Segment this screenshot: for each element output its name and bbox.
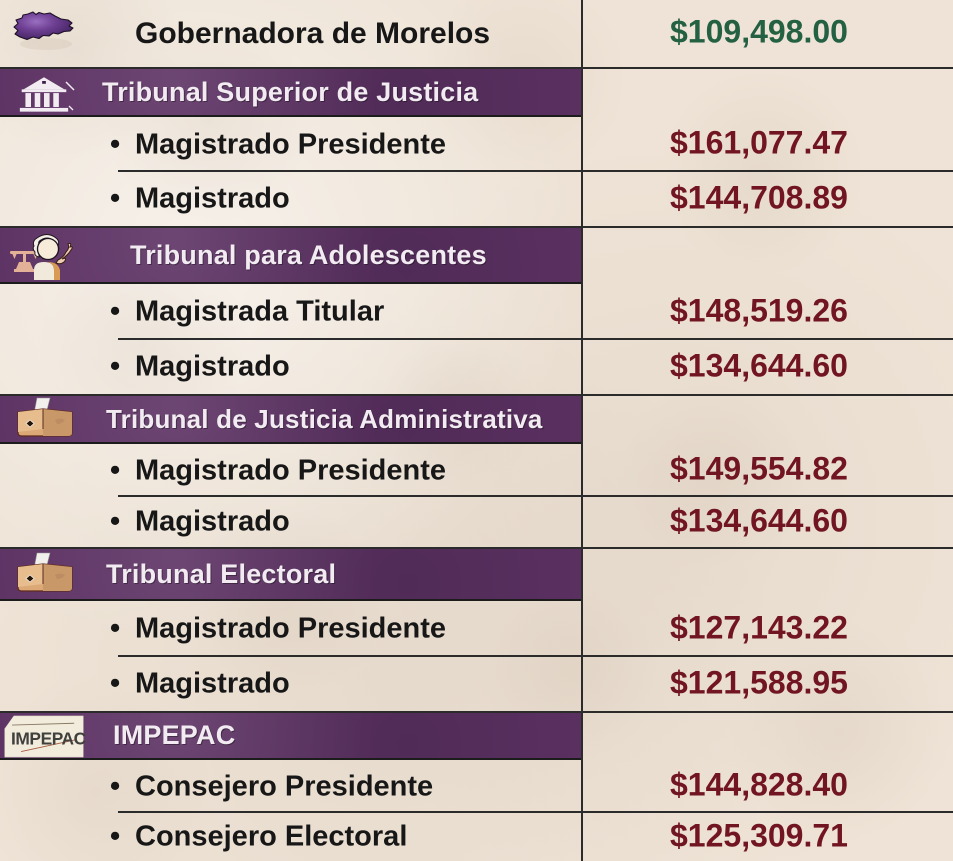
svg-text:IMPEPAC: IMPEPAC bbox=[11, 728, 86, 748]
